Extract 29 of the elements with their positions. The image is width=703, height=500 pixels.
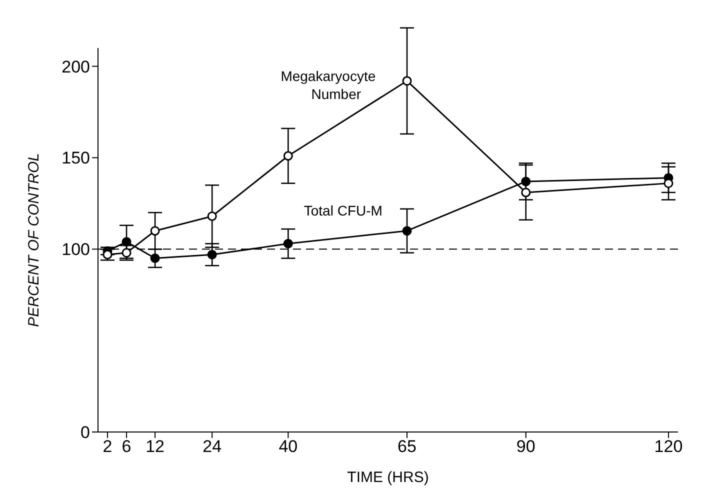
x-tick-label: 24: [202, 437, 222, 456]
x-tick-label: 12: [146, 437, 165, 456]
y-tick-label: 200: [62, 57, 90, 76]
point: [283, 238, 293, 248]
x-tick-label: 65: [398, 437, 416, 456]
x-tick-label: 2: [102, 437, 112, 456]
point: [283, 151, 293, 161]
y-tick-label: 100: [62, 240, 90, 260]
x-tick-label: 120: [654, 437, 683, 456]
x-axis-title: TIME (HRS): [347, 469, 429, 486]
point: [402, 76, 412, 86]
x-tick-label: 40: [278, 437, 298, 456]
point: [521, 188, 531, 198]
x-tick-label: 6: [122, 437, 132, 456]
point: [402, 226, 412, 236]
y-axis-title: PERCENT OF CONTROL: [25, 153, 42, 327]
point: [664, 178, 674, 188]
point: [207, 250, 217, 260]
point: [122, 248, 132, 258]
point: [150, 254, 160, 264]
y-tick-label: 0: [80, 423, 90, 442]
y-tick-label: 150: [62, 148, 90, 168]
series-label: Megakaryocyte Number: [280, 68, 376, 102]
point: [150, 226, 160, 236]
point: [207, 211, 217, 221]
x-tick-label: 90: [516, 437, 536, 456]
point: [122, 237, 132, 247]
series-label: Total CFU-M: [304, 202, 382, 219]
point: [521, 176, 531, 186]
